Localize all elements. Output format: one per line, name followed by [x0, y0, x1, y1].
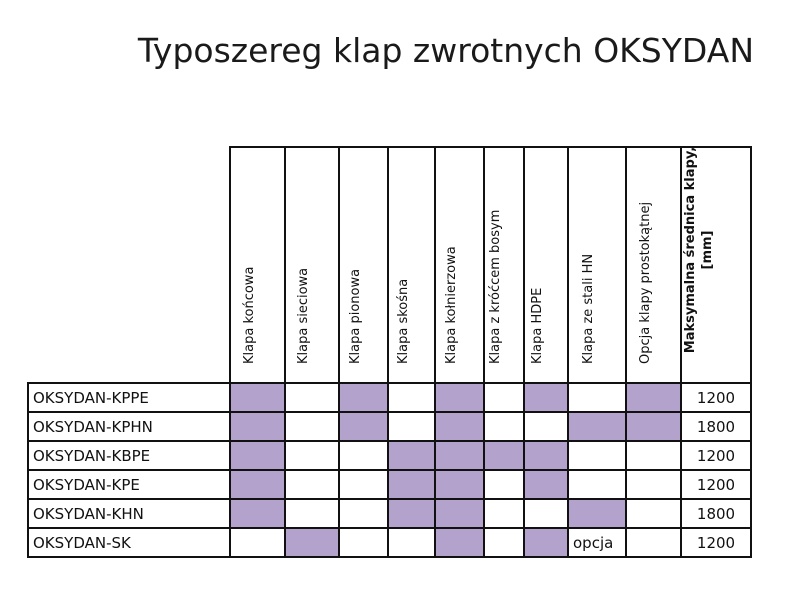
- column-header-klapa-ze-stali-hn: Klapa ze stali HN: [567, 146, 627, 384]
- row-label: OKSYDAN-KPE: [27, 469, 231, 500]
- matrix-cell-empty: [387, 382, 436, 413]
- matrix-cell-filled: [523, 382, 569, 413]
- matrix-cell-empty: [483, 527, 525, 558]
- column-header-klapa-z-krocciem-bosym: Klapa z króćcem bosym: [483, 146, 525, 384]
- matrix-cell-filled: [567, 411, 627, 442]
- table-row: OKSYDAN-KPE 1200: [27, 469, 752, 500]
- table-row: OKSYDAN-KBPE 1200: [27, 440, 752, 471]
- matrix-cell-filled: [523, 527, 569, 558]
- matrix-cell-empty: [338, 440, 389, 471]
- matrix-cell-empty: [483, 411, 525, 442]
- matrix-cell-empty: [625, 527, 682, 558]
- matrix-cell-filled: [387, 440, 436, 471]
- row-label: OKSYDAN-KHN: [27, 498, 231, 529]
- column-header-maksymalna-srednica: Maksymalna średnica klapy, [mm]: [680, 146, 752, 384]
- matrix-cell-filled: [229, 411, 286, 442]
- matrix-cell-filled: [229, 469, 286, 500]
- matrix-cell-filled: [567, 498, 627, 529]
- matrix-cell-empty: [284, 498, 340, 529]
- matrix-cell-filled: [434, 469, 485, 500]
- matrix-cell-empty: [567, 440, 627, 471]
- matrix-cell-filled: [523, 440, 569, 471]
- diameter-value: 1200: [680, 440, 752, 471]
- column-header-opcja-klapy-prostokatnej: Opcja klapy prostokątnej: [625, 146, 682, 384]
- matrix-cell-filled: [625, 382, 682, 413]
- product-matrix-table: Klapa końcowa Klapa sieciowa Klapa piono…: [27, 146, 752, 558]
- matrix-cell-filled: [523, 469, 569, 500]
- matrix-cell-empty: [387, 411, 436, 442]
- matrix-cell-empty: [625, 498, 682, 529]
- matrix-cell-empty: [284, 382, 340, 413]
- table-body: OKSYDAN-KPPE 1200 OKSYDAN-KPHN 1800 OKSYDAN-…: [27, 382, 752, 558]
- matrix-cell-filled: [625, 411, 682, 442]
- row-label: OKSYDAN-KPHN: [27, 411, 231, 442]
- diameter-value: 1800: [680, 498, 752, 529]
- matrix-cell-filled: [338, 411, 389, 442]
- matrix-cell-filled: [229, 382, 286, 413]
- diameter-value: 1200: [680, 469, 752, 500]
- column-header-klapa-sieciowa: Klapa sieciowa: [284, 146, 340, 384]
- matrix-cell-empty: [567, 469, 627, 500]
- table-row: OKSYDAN-SK opcja 1200: [27, 527, 752, 558]
- matrix-cell-empty: [338, 469, 389, 500]
- matrix-cell-empty: [284, 469, 340, 500]
- matrix-cell-empty: [284, 411, 340, 442]
- diameter-header-line1: Maksymalna średnica klapy,: [683, 147, 698, 354]
- table-row: OKSYDAN-KHN 1800: [27, 498, 752, 529]
- header-corner: [28, 147, 230, 383]
- row-label: OKSYDAN-SK: [27, 527, 231, 558]
- matrix-cell-empty: [338, 527, 389, 558]
- matrix-cell-empty: [387, 527, 436, 558]
- matrix-cell-filled: [434, 440, 485, 471]
- matrix-cell-filled: [434, 498, 485, 529]
- row-label: OKSYDAN-KPPE: [27, 382, 231, 413]
- column-header-klapa-hdpe: Klapa HDPE: [523, 146, 569, 384]
- matrix-cell-empty: [567, 382, 627, 413]
- matrix-cell-empty: [483, 382, 525, 413]
- header-row: Klapa końcowa Klapa sieciowa Klapa piono…: [28, 146, 752, 384]
- matrix-cell-empty: [483, 469, 525, 500]
- matrix-cell-empty: [625, 440, 682, 471]
- matrix-cell-filled: [434, 411, 485, 442]
- table-row: OKSYDAN-KPHN 1800: [27, 411, 752, 442]
- diameter-value: 1800: [680, 411, 752, 442]
- matrix-cell-empty: [229, 527, 286, 558]
- matrix-cell-note: opcja: [567, 527, 627, 558]
- diameter-value: 1200: [680, 382, 752, 413]
- matrix-cell-filled: [229, 498, 286, 529]
- matrix-cell-empty: [483, 498, 525, 529]
- matrix-cell-empty: [625, 469, 682, 500]
- matrix-cell-filled: [387, 469, 436, 500]
- matrix-cell-filled: [229, 440, 286, 471]
- column-header-klapa-pionowa: Klapa pionowa: [338, 146, 389, 384]
- matrix-cell-empty: [284, 440, 340, 471]
- table-row: OKSYDAN-KPPE 1200: [27, 382, 752, 413]
- matrix-cell-filled: [434, 527, 485, 558]
- matrix-cell-filled: [387, 498, 436, 529]
- matrix-cell-empty: [523, 411, 569, 442]
- matrix-cell-filled: [284, 527, 340, 558]
- row-label: OKSYDAN-KBPE: [27, 440, 231, 471]
- matrix-cell-empty: [338, 498, 389, 529]
- matrix-cell-empty: [523, 498, 569, 529]
- matrix-cell-filled: [338, 382, 389, 413]
- column-header-klapa-kolnierzowa: Klapa kołnierzowa: [434, 146, 485, 384]
- matrix-cell-filled: [483, 440, 525, 471]
- page-title: Typoszereg klap zwrotnych OKSYDAN: [137, 31, 754, 70]
- matrix-cell-filled: [434, 382, 485, 413]
- diameter-value: 1200: [680, 527, 752, 558]
- column-header-klapa-skosna: Klapa skośna: [387, 146, 436, 384]
- diameter-header-line2: [mm]: [700, 230, 715, 270]
- column-header-klapa-koncowa: Klapa końcowa: [229, 146, 286, 384]
